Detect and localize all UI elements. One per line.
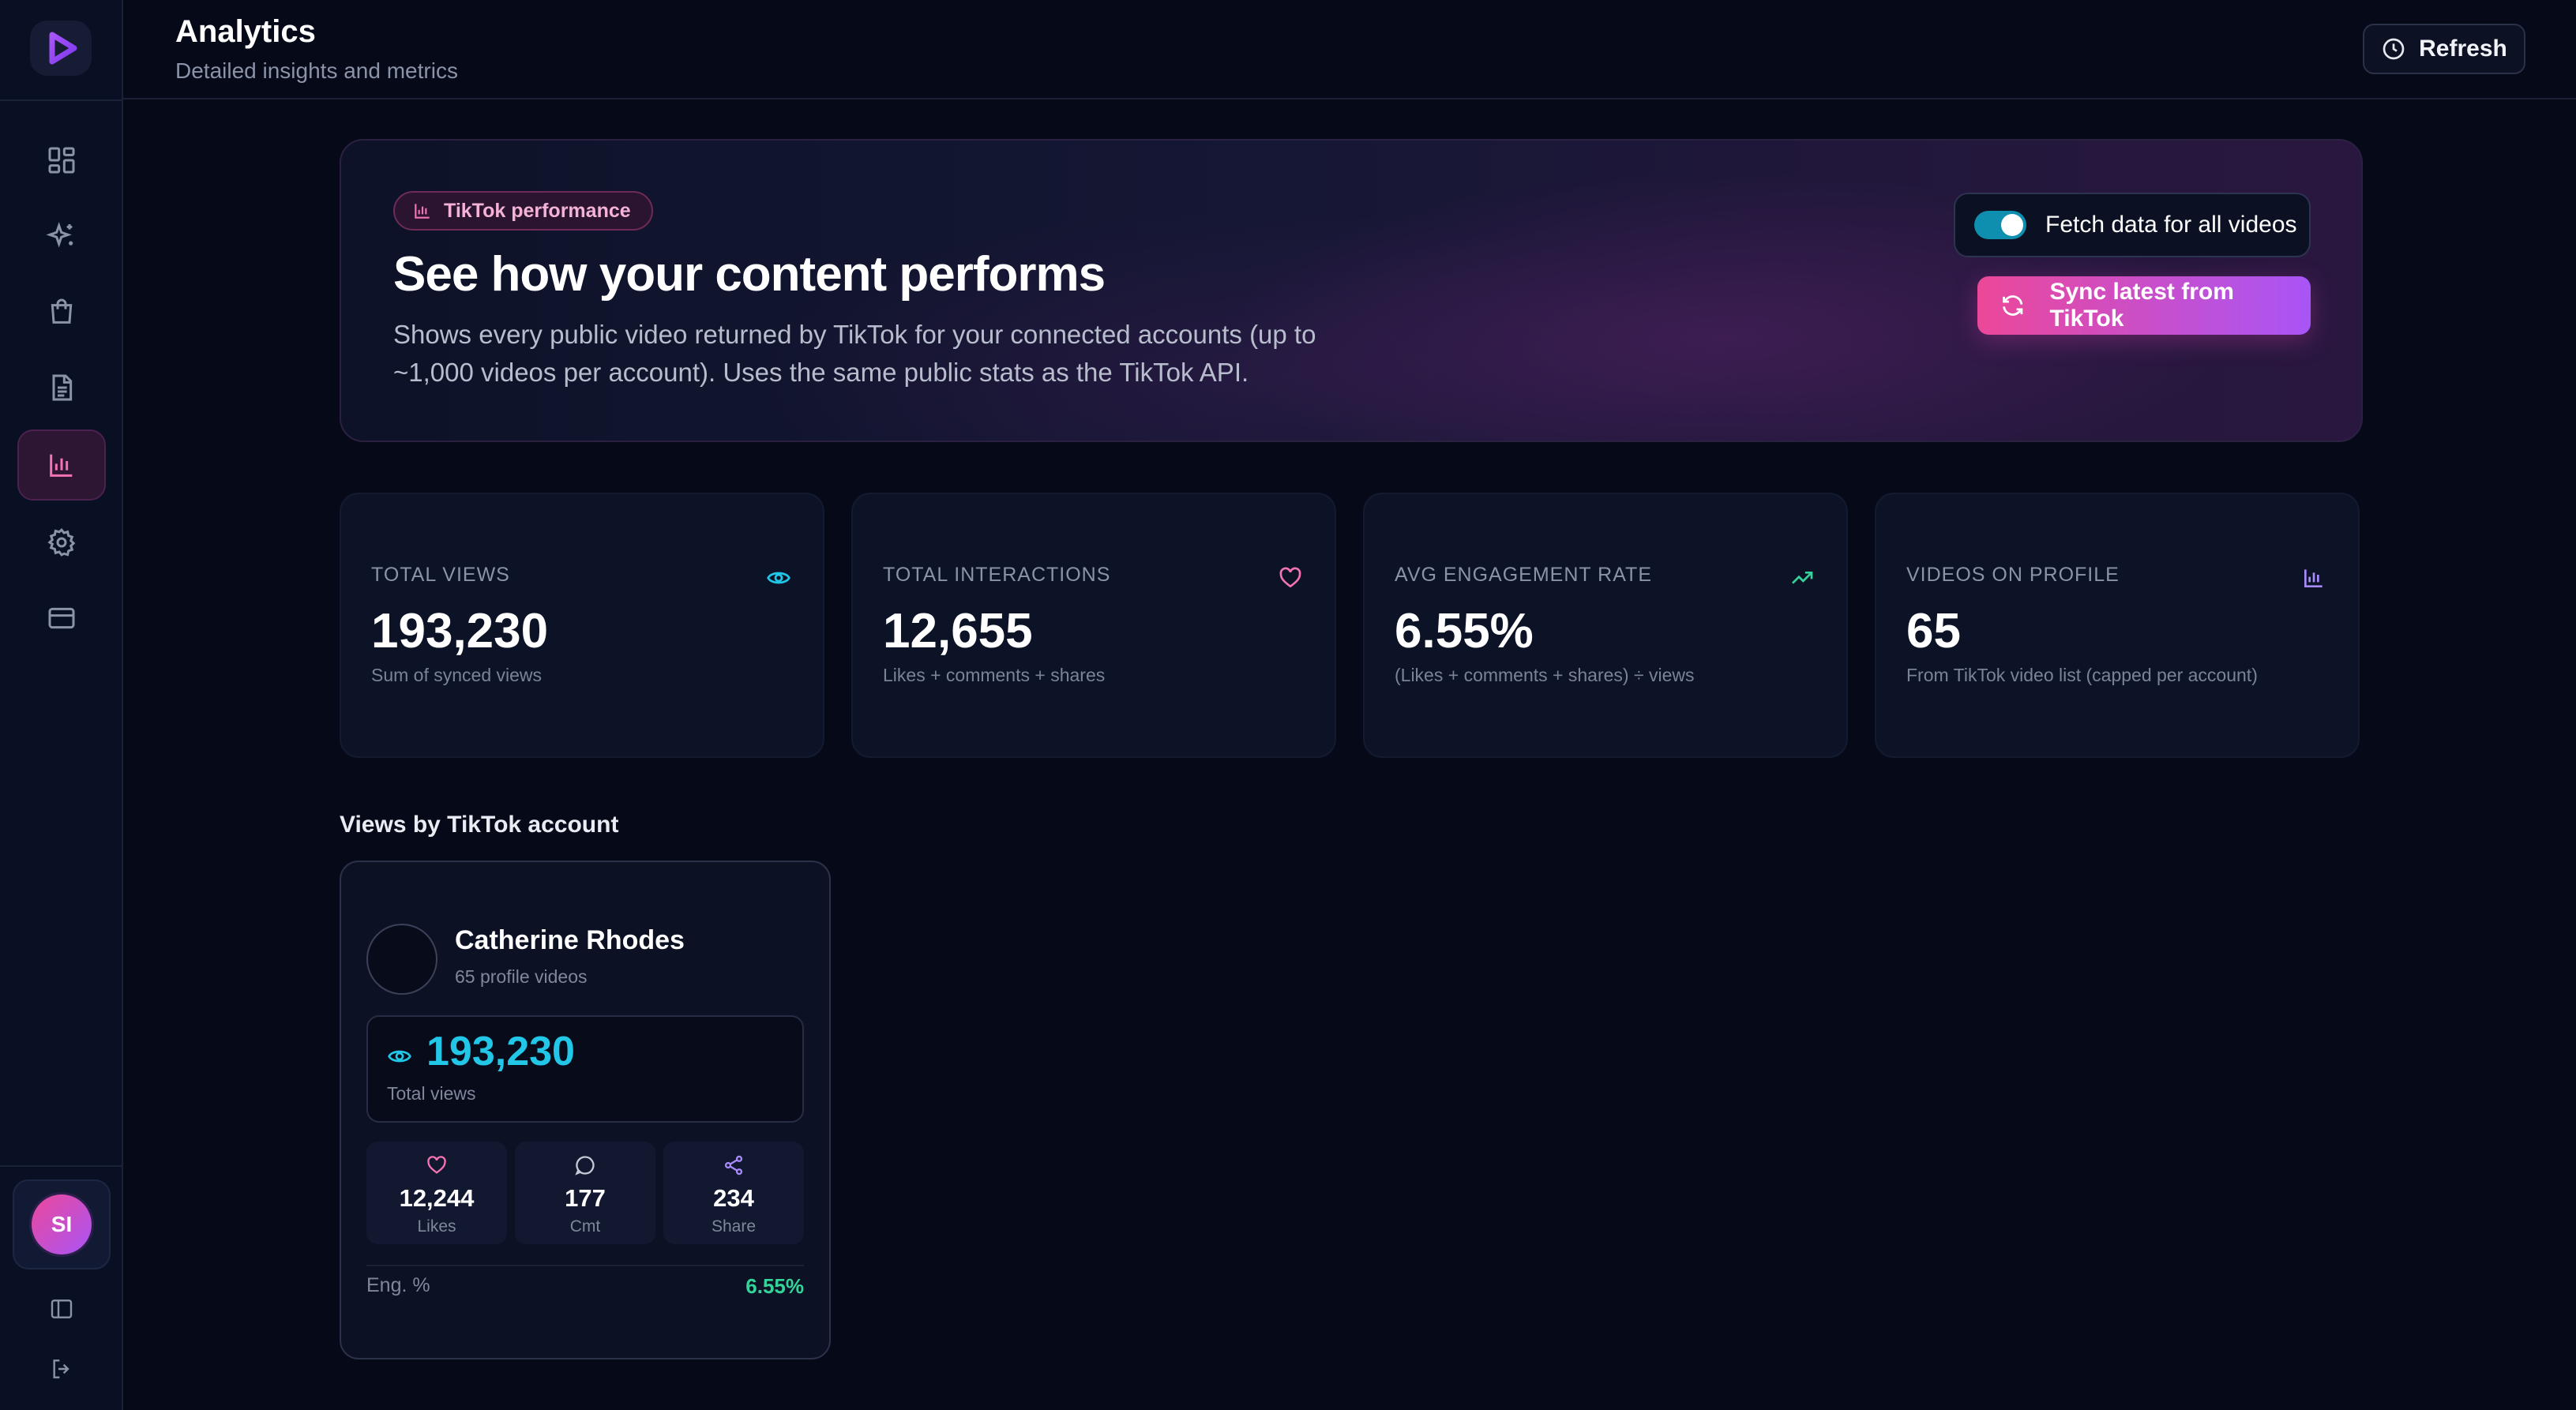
stat-label: VIDEOS ON PROFILE bbox=[1906, 564, 2120, 586]
account-name: Catherine Rhodes bbox=[455, 925, 685, 955]
share-icon bbox=[723, 1153, 745, 1178]
user-menu[interactable]: SI bbox=[13, 1179, 111, 1269]
hero-badge-label: TikTok performance bbox=[444, 199, 631, 222]
sidebar-item-analytics[interactable] bbox=[17, 429, 106, 501]
toggle-switch[interactable] bbox=[1974, 211, 2026, 239]
account-avatar bbox=[366, 924, 437, 995]
bar-chart-icon bbox=[2300, 564, 2328, 592]
sidebar-divider bbox=[0, 99, 123, 101]
comment-icon bbox=[574, 1153, 596, 1178]
stat-value: 12,655 bbox=[883, 604, 1033, 658]
fetch-all-videos-toggle[interactable]: Fetch data for all videos bbox=[1954, 193, 2311, 257]
stat-note: From TikTok video list (capped per accou… bbox=[1906, 665, 2258, 685]
trending-up-icon bbox=[1788, 564, 1816, 592]
account-views-value: 193,230 bbox=[426, 1029, 575, 1074]
sidebar-panel-icon bbox=[51, 1299, 73, 1318]
engagement-label: Eng. % bbox=[366, 1274, 430, 1296]
hero-banner: TikTok performance See how your content … bbox=[340, 139, 2363, 442]
sidebar-item-ai[interactable] bbox=[17, 201, 106, 272]
sparkles-icon bbox=[46, 222, 73, 248]
fetch-toggle-label: Fetch data for all videos bbox=[2045, 212, 2297, 238]
bar-chart-icon bbox=[415, 204, 430, 219]
page-subtitle: Detailed insights and metrics bbox=[175, 58, 458, 83]
stat-label: AVG ENGAGEMENT RATE bbox=[1395, 564, 1652, 586]
stat-label: TOTAL INTERACTIONS bbox=[883, 564, 1111, 586]
likes-value: 12,244 bbox=[399, 1184, 475, 1212]
hero-description: Shows every public video returned by Tik… bbox=[393, 320, 1316, 387]
page-title: Analytics bbox=[175, 14, 316, 49]
app-logo[interactable] bbox=[30, 21, 92, 76]
comments-value: 177 bbox=[565, 1184, 606, 1212]
refresh-button[interactable]: Refresh bbox=[2363, 24, 2525, 74]
likes-label: Likes bbox=[417, 1217, 456, 1236]
hero-title: See how your content performs bbox=[393, 247, 1106, 302]
sidebar-item-settings[interactable] bbox=[17, 507, 106, 578]
shares-stat: 234 Share bbox=[663, 1142, 804, 1244]
likes-stat: 12,244 Likes bbox=[366, 1142, 507, 1244]
page-header: Analytics Detailed insights and metrics … bbox=[123, 0, 2576, 99]
eye-icon bbox=[764, 564, 793, 592]
clock-icon bbox=[2383, 38, 2405, 60]
sync-tiktok-button[interactable]: Sync latest from TikTok bbox=[1977, 276, 2311, 335]
refresh-icon bbox=[2003, 295, 2023, 316]
stat-card-videos-on-profile: VIDEOS ON PROFILE 65 From TikTok video l… bbox=[1875, 493, 2360, 758]
stat-note: Sum of synced views bbox=[371, 665, 543, 685]
sidebar: SI bbox=[0, 0, 123, 1410]
sidebar-item-shop[interactable] bbox=[17, 276, 106, 347]
stat-note: Likes + comments + shares bbox=[883, 665, 1106, 685]
logout-button[interactable] bbox=[44, 1352, 79, 1386]
shares-label: Share bbox=[711, 1217, 757, 1236]
stat-label: TOTAL VIEWS bbox=[371, 564, 510, 586]
account-video-count: 65 profile videos bbox=[455, 966, 588, 987]
heart-icon bbox=[426, 1153, 448, 1178]
logout-icon bbox=[53, 1359, 69, 1378]
hero-badge: TikTok performance bbox=[393, 191, 653, 231]
gear-icon bbox=[47, 527, 76, 557]
refresh-label: Refresh bbox=[2419, 36, 2507, 62]
stat-value: 65 bbox=[1906, 604, 1961, 658]
dashboard-icon bbox=[48, 147, 75, 174]
bar-chart-icon bbox=[50, 454, 73, 477]
account-divider bbox=[366, 1265, 804, 1266]
engagement-value: 6.55% bbox=[745, 1274, 804, 1298]
account-views-box: 193,230 Total views bbox=[366, 1015, 804, 1123]
sync-label: Sync latest from TikTok bbox=[2049, 279, 2234, 332]
comments-label: Cmt bbox=[569, 1217, 601, 1236]
collapse-sidebar-button[interactable] bbox=[44, 1292, 79, 1326]
stat-card-total-interactions: TOTAL INTERACTIONS 12,655 Likes + commen… bbox=[851, 493, 1336, 758]
heart-icon bbox=[1276, 564, 1305, 592]
sidebar-item-dashboard[interactable] bbox=[17, 125, 106, 196]
document-icon bbox=[52, 374, 73, 401]
comments-stat: 177 Cmt bbox=[515, 1142, 655, 1244]
credit-card-icon bbox=[48, 607, 75, 629]
sidebar-divider bbox=[0, 1165, 123, 1167]
shares-value: 234 bbox=[713, 1184, 754, 1212]
stat-value: 193,230 bbox=[371, 604, 549, 658]
shopping-bag-icon bbox=[51, 298, 73, 324]
stat-note: (Likes + comments + shares) ÷ views bbox=[1395, 665, 1695, 685]
eye-icon bbox=[387, 1044, 412, 1073]
sidebar-item-billing[interactable] bbox=[17, 583, 106, 654]
account-views-label: Total views bbox=[387, 1083, 476, 1104]
stat-card-engagement-rate: AVG ENGAGEMENT RATE 6.55% (Likes + comme… bbox=[1363, 493, 1848, 758]
stat-card-total-views: TOTAL VIEWS 193,230 Sum of synced views bbox=[340, 493, 824, 758]
stat-value: 6.55% bbox=[1395, 604, 1534, 658]
avatar[interactable]: SI bbox=[32, 1194, 92, 1254]
section-title: Views by TikTok account bbox=[340, 812, 619, 838]
account-card[interactable]: Catherine Rhodes 65 profile videos 193,2… bbox=[340, 861, 831, 1359]
play-logo-icon bbox=[49, 32, 77, 65]
sidebar-item-documents[interactable] bbox=[17, 352, 106, 423]
